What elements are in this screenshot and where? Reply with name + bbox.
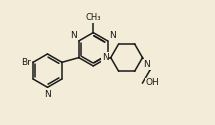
Text: N: N <box>71 31 77 40</box>
Text: N: N <box>143 60 150 69</box>
Text: OH: OH <box>146 78 159 88</box>
Text: N: N <box>102 53 109 62</box>
Text: Br: Br <box>21 58 31 67</box>
Text: N: N <box>109 31 116 40</box>
Text: CH₃: CH₃ <box>86 14 101 22</box>
Text: N: N <box>44 90 51 99</box>
